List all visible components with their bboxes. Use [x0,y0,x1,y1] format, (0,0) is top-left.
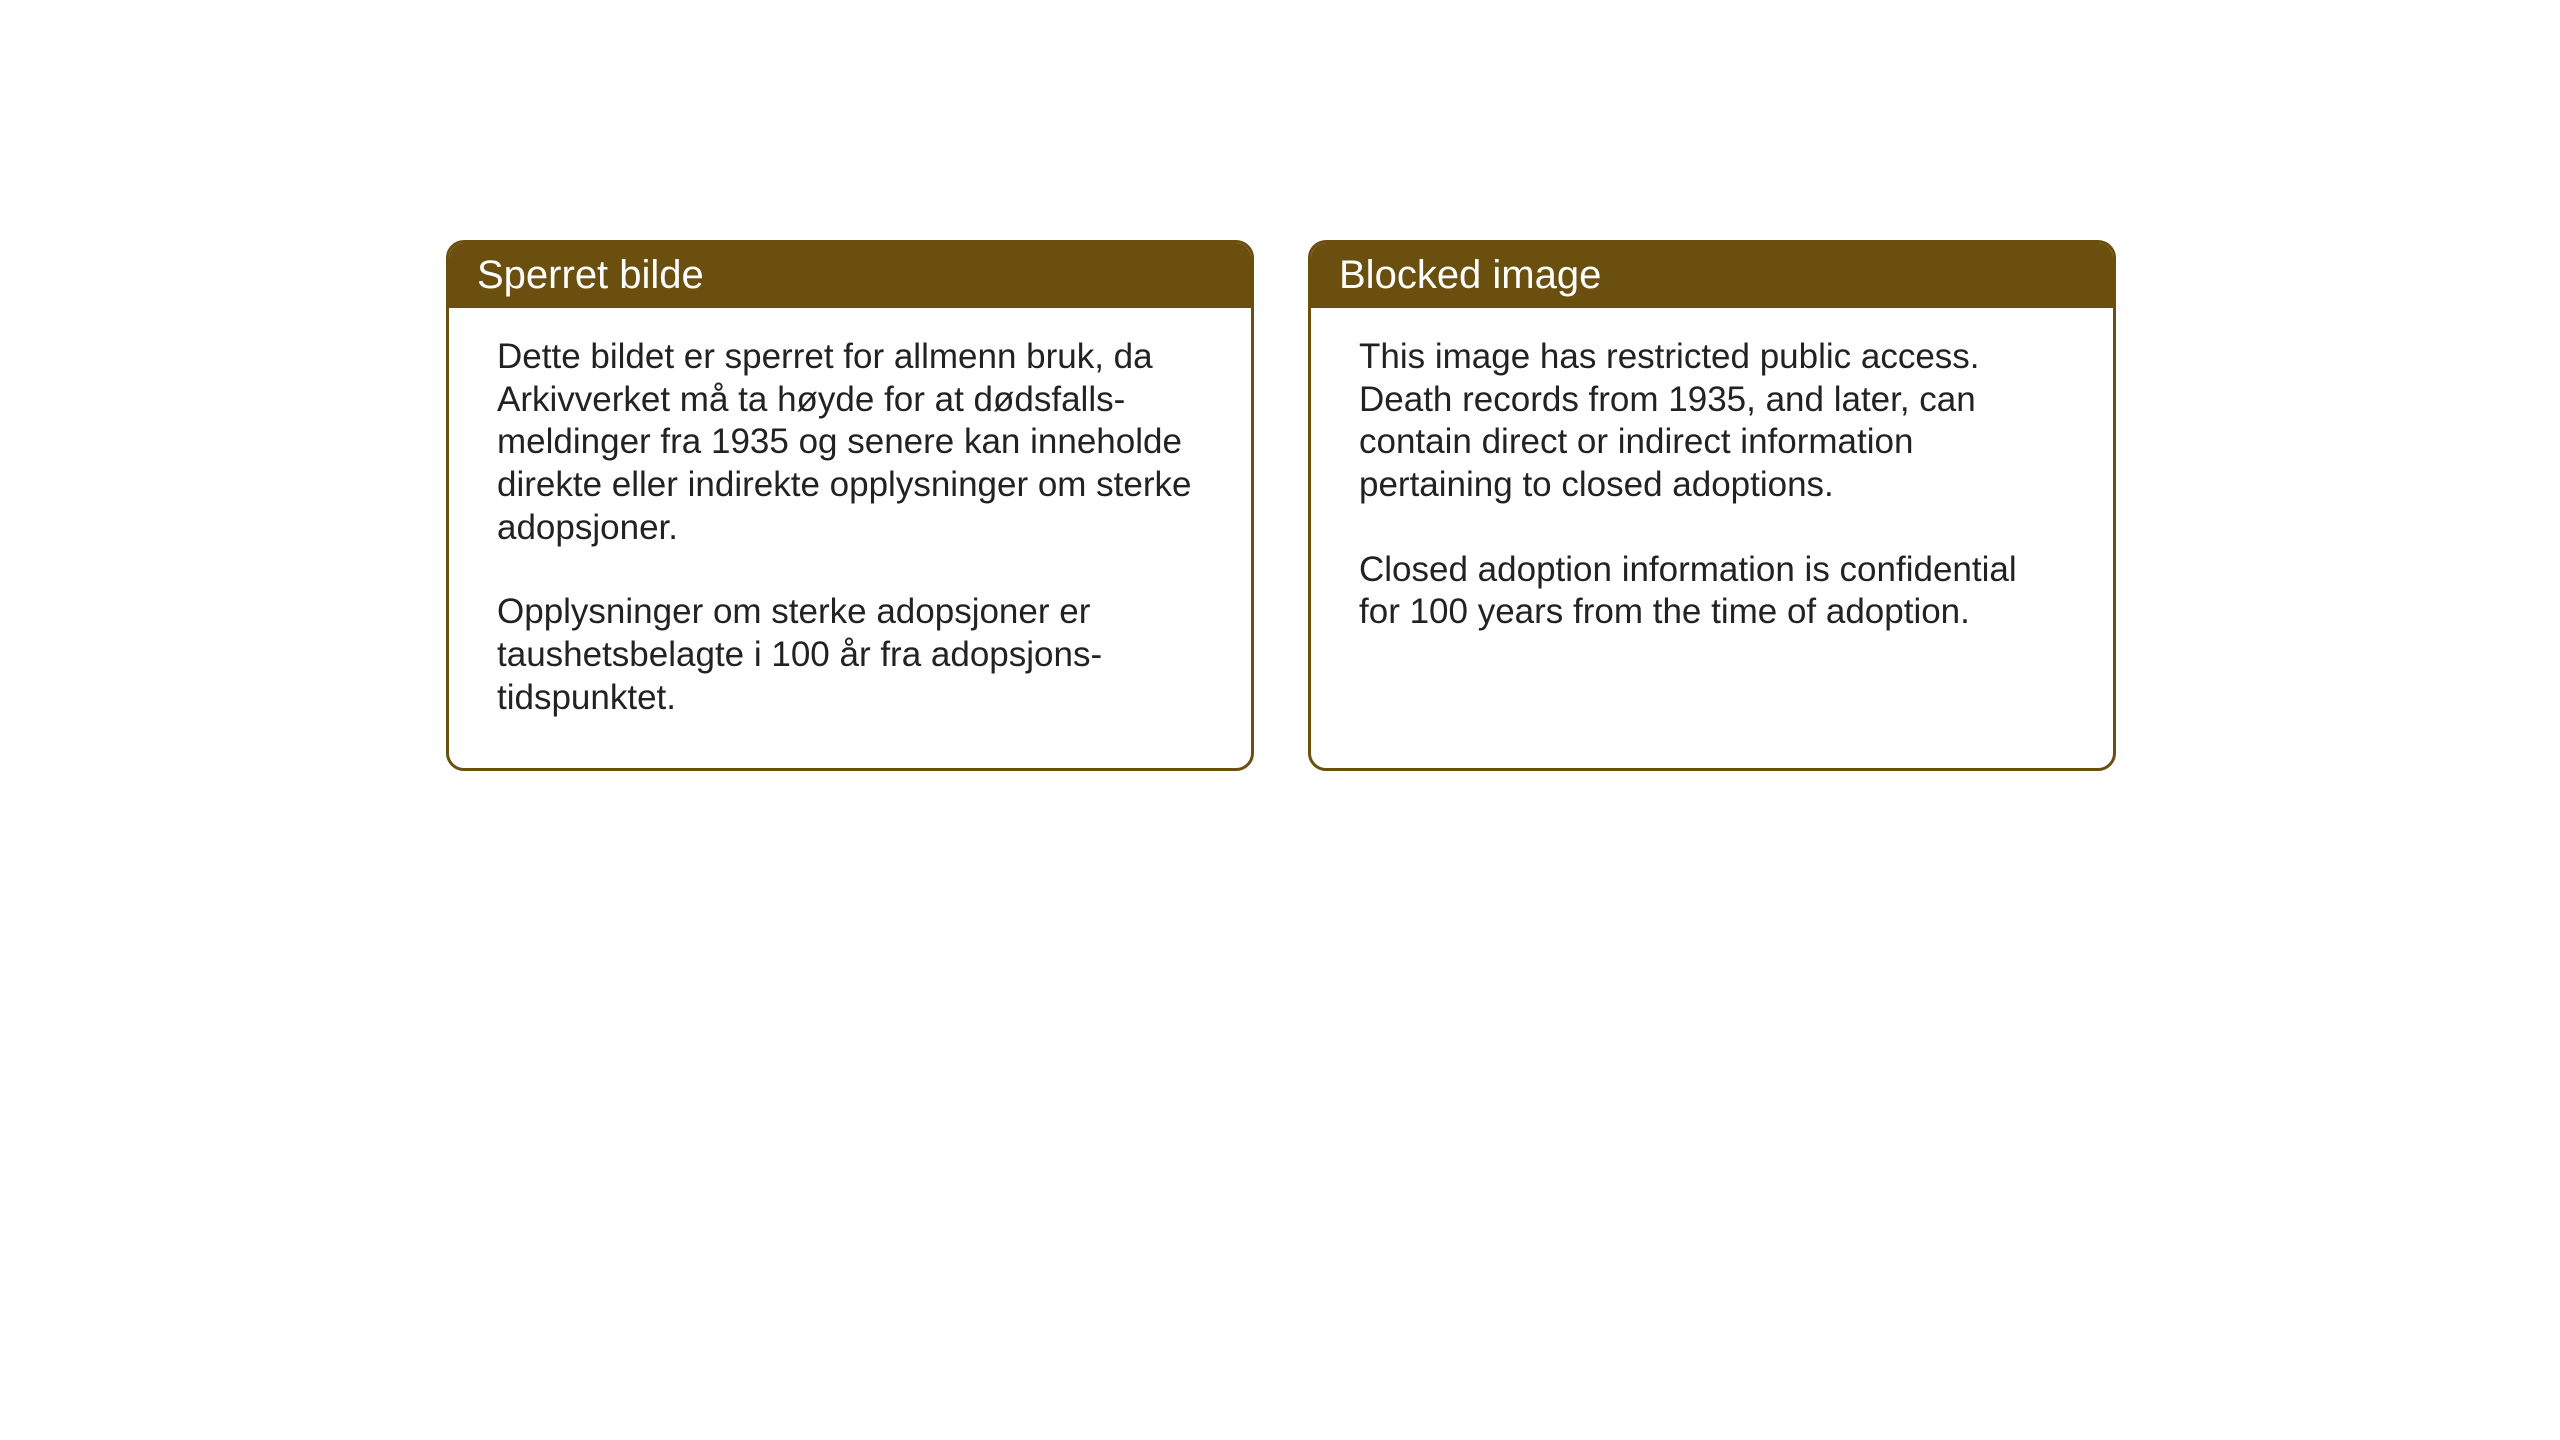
card-paragraph-1-norwegian: Dette bildet er sperret for allmenn bruk… [497,336,1203,549]
cards-container: Sperret bilde Dette bildet er sperret fo… [446,240,2116,771]
card-english: Blocked image This image has restricted … [1308,240,2116,771]
card-title-norwegian: Sperret bilde [449,243,1251,308]
card-title-english: Blocked image [1311,243,2113,308]
card-paragraph-2-norwegian: Opplysninger om sterke adopsjoner er tau… [497,591,1203,719]
card-paragraph-1-english: This image has restricted public access.… [1359,336,2065,507]
card-body-norwegian: Dette bildet er sperret for allmenn bruk… [449,308,1251,768]
card-norwegian: Sperret bilde Dette bildet er sperret fo… [446,240,1254,771]
card-paragraph-2-english: Closed adoption information is confident… [1359,549,2065,634]
card-body-english: This image has restricted public access.… [1311,308,2113,682]
